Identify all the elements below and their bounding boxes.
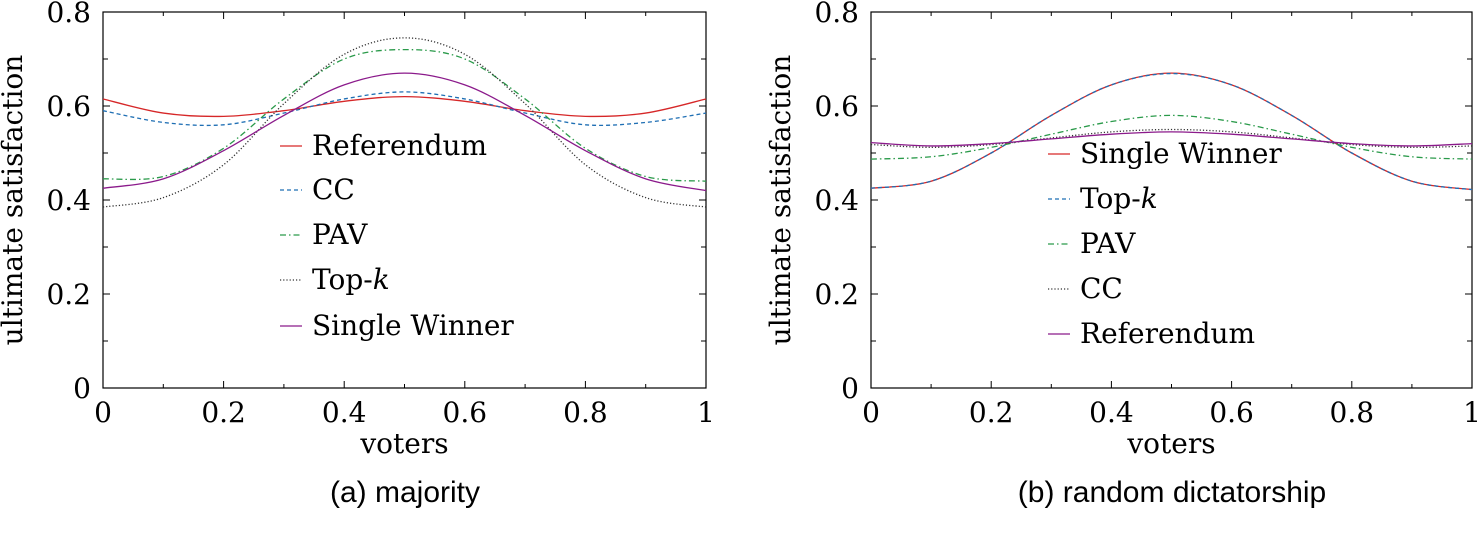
- y-axis-label: ultimate satisfaction: [764, 55, 797, 346]
- panel-caption: (b) random dictatorship: [1018, 476, 1326, 509]
- series-line-referendum: [870, 131, 1473, 147]
- x-tick-label: 0.2: [969, 396, 1014, 429]
- x-tick-label: 0: [862, 396, 880, 429]
- y-tick-label: 0.2: [814, 278, 859, 311]
- series-line-pav: [102, 48, 707, 182]
- legend-label-pav: PAV: [312, 218, 368, 251]
- y-tick-label: 0.4: [814, 184, 859, 217]
- y-tick-label: 0.8: [46, 0, 91, 29]
- x-tick-label: 0.6: [1209, 396, 1254, 429]
- series-line-top-k: [102, 37, 707, 208]
- series-line-referendum: [102, 95, 707, 118]
- x-tick-label: 0.6: [443, 396, 488, 429]
- chart-panel-2: 0 0.2 0.4 0.6 0.8 1 0 0.2 0.4 0.6 0.8 voters ultimat…: [764, 0, 1481, 509]
- y-axis-label: ultimate satisfaction: [0, 55, 29, 346]
- legend-label-referendum: Referendum: [312, 129, 487, 162]
- legend-label-cc: CC: [1080, 272, 1123, 305]
- x-tick-label: 0.8: [563, 396, 608, 429]
- y-tick-label: 0.6: [814, 90, 859, 123]
- x-tick-label: 0.4: [1089, 396, 1134, 429]
- x-axis-label: voters: [1126, 427, 1215, 460]
- legend-label-referendum: Referendum: [1080, 317, 1255, 350]
- legend-label-single-winner: Single Winner: [1080, 137, 1282, 170]
- x-tick-label: 1: [1463, 396, 1481, 429]
- x-axis-label: voters: [359, 427, 448, 460]
- legend-label-top-k: Top-k: [312, 263, 390, 296]
- panel-caption: (a) majority: [330, 476, 480, 509]
- series-line-cc: [102, 91, 707, 127]
- series-line-single-winner: [870, 72, 1473, 191]
- y-tick-label: 0.4: [46, 184, 91, 217]
- legend-label-cc: CC: [312, 173, 355, 206]
- y-tick-label: 0.6: [46, 90, 91, 123]
- series-line-cc: [870, 128, 1473, 149]
- x-tick-label: 0.2: [201, 396, 246, 429]
- legend-label-pav: PAV: [1080, 227, 1136, 260]
- x-tick-label: 0.8: [1330, 396, 1375, 429]
- legend-label-single-winner: Single Winner: [312, 309, 514, 342]
- y-tick-label: 0: [73, 372, 91, 405]
- x-tick-label: 0.4: [322, 396, 367, 429]
- chart-panel-1: 0 0.2 0.4 0.6 0.8 1 0 0.2 0.4 0.6 0.8 voters ultimat…: [0, 0, 715, 509]
- x-tick-label: 0: [94, 396, 112, 429]
- y-tick-label: 0: [841, 372, 859, 405]
- x-tick-label: 1: [697, 396, 715, 429]
- legend-label-top-k: Top-k: [1080, 182, 1158, 215]
- y-tick-label: 0.8: [814, 0, 859, 29]
- y-tick-label: 0.2: [46, 278, 91, 311]
- series-line-single-winner: [102, 72, 707, 192]
